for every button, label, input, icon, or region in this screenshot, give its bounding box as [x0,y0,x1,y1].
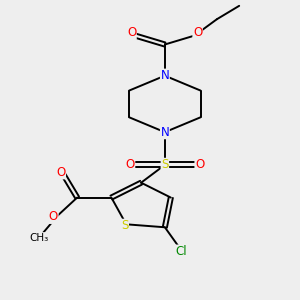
Text: O: O [127,26,136,39]
Text: CH₃: CH₃ [29,233,48,243]
Text: S: S [121,219,128,232]
Text: N: N [160,69,169,82]
Text: O: O [56,166,65,179]
Text: N: N [160,126,169,139]
Text: O: O [195,158,204,171]
Text: O: O [125,158,135,171]
Text: O: O [193,26,202,39]
Text: O: O [49,210,58,224]
Text: S: S [161,158,169,171]
Text: Cl: Cl [176,245,187,258]
